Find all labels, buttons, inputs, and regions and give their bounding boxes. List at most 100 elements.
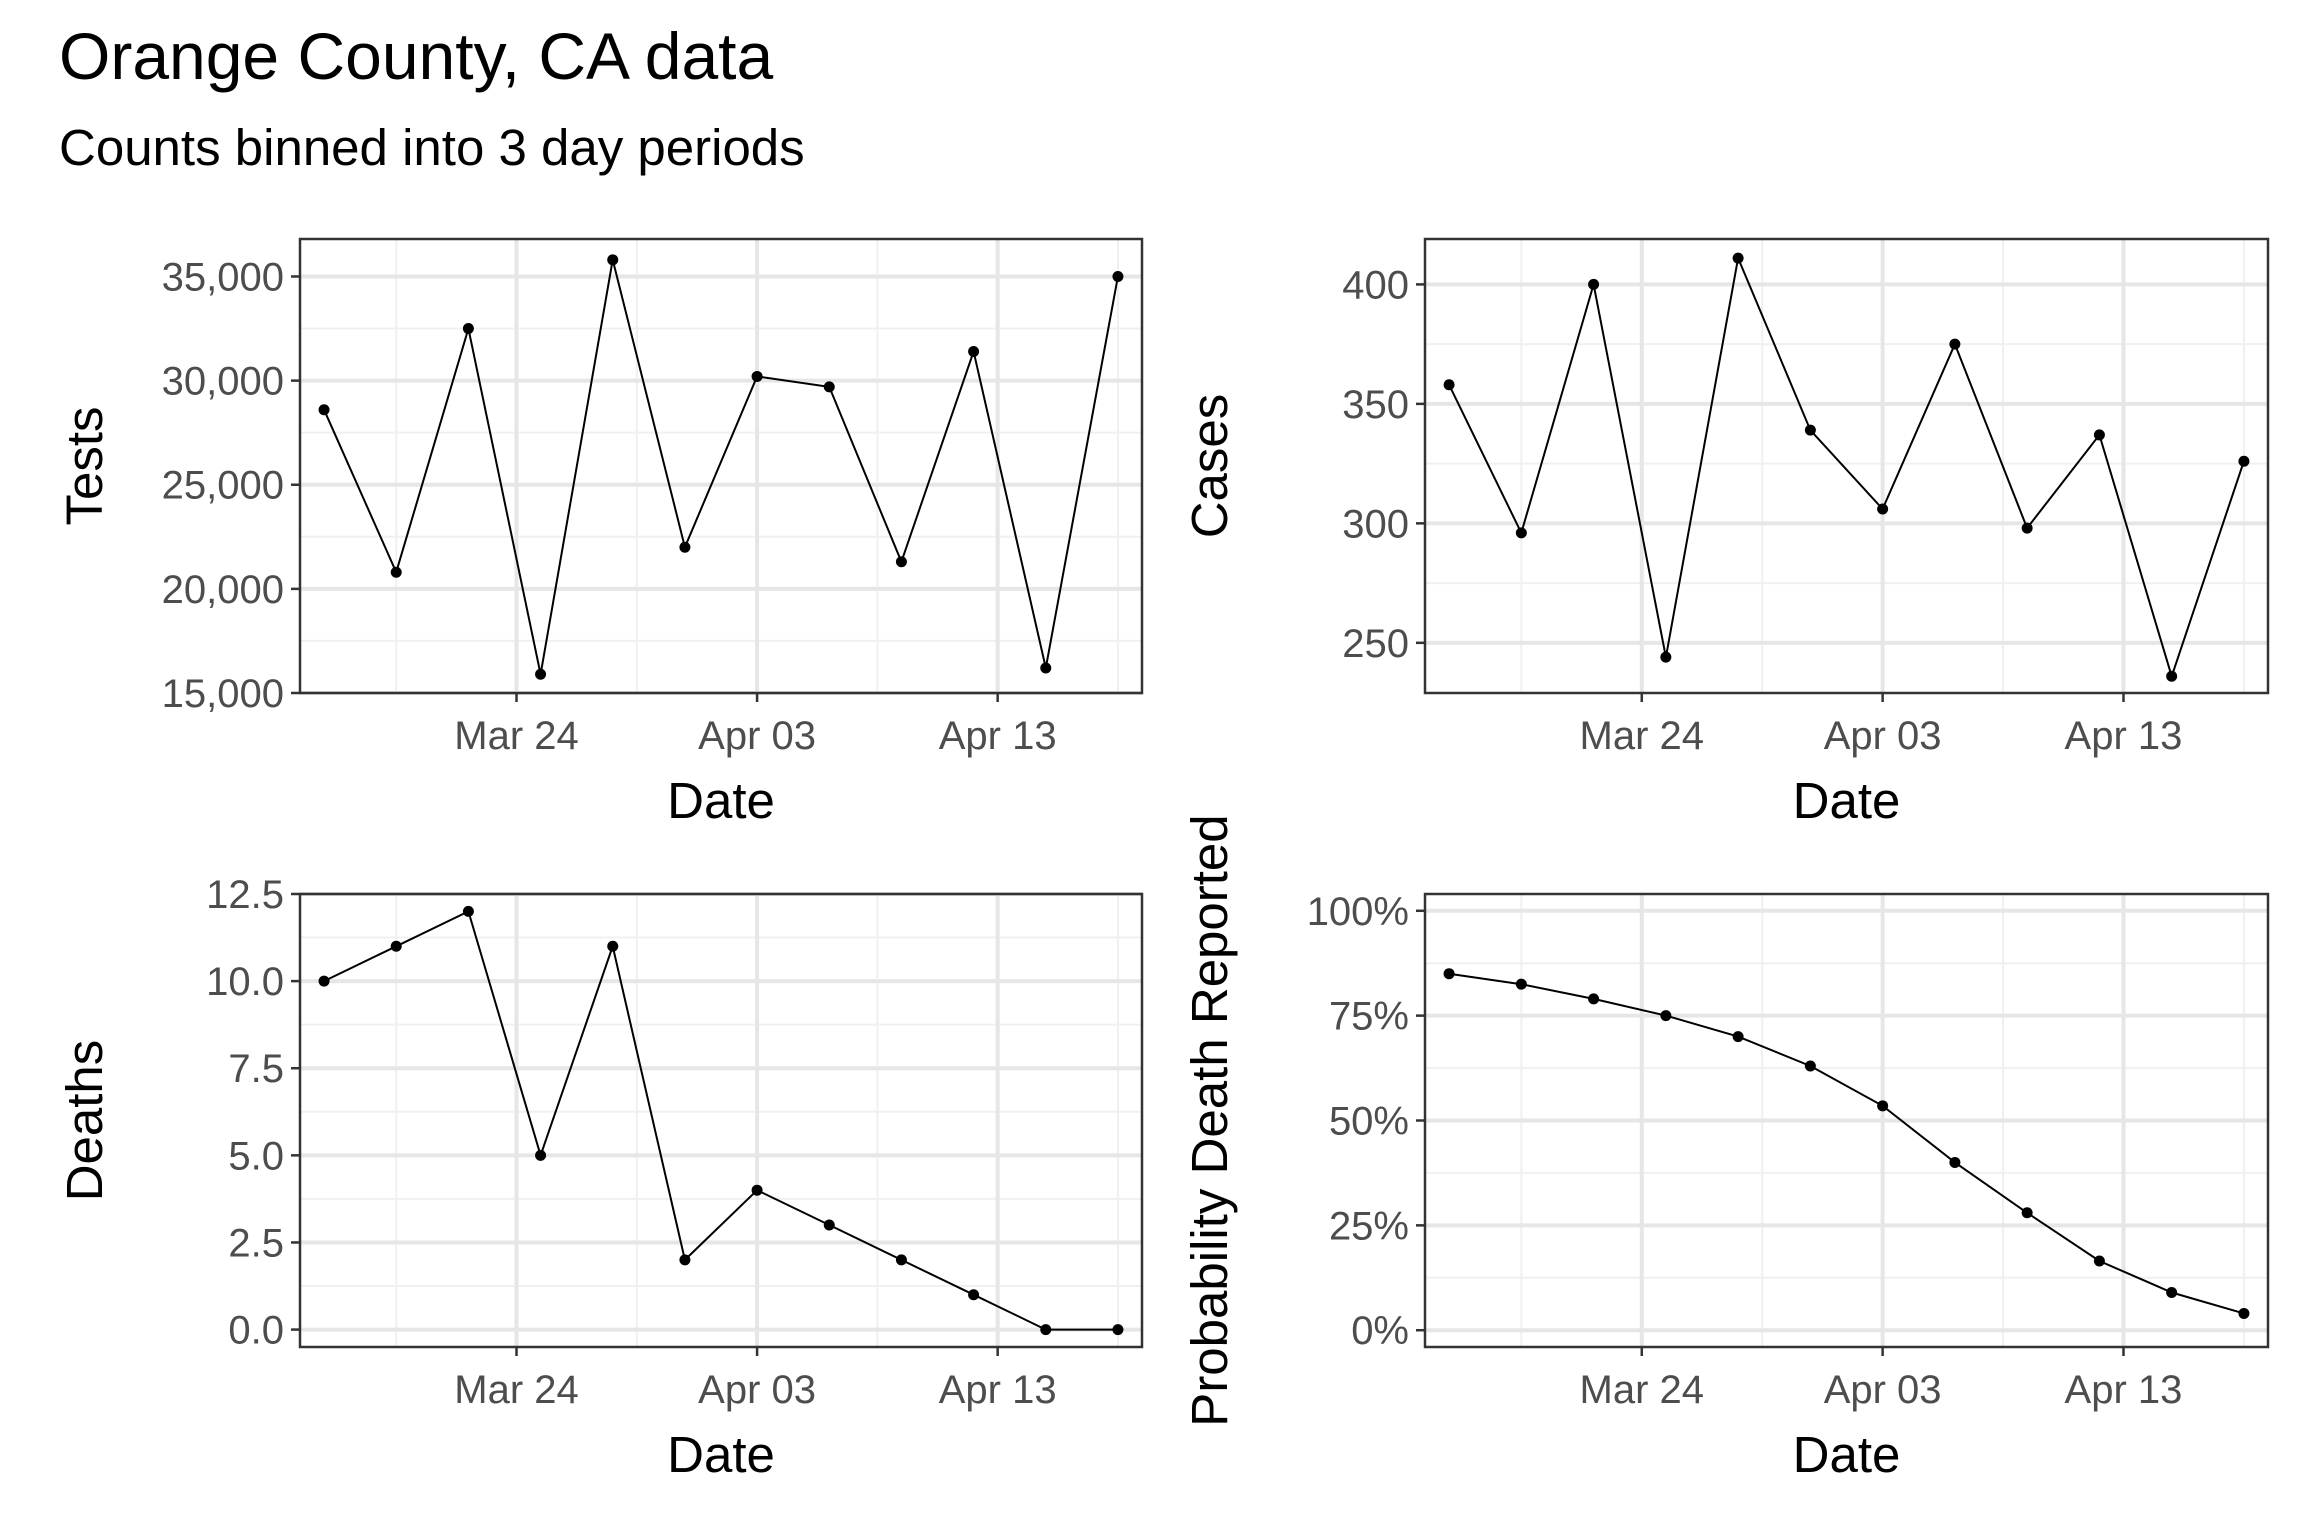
data-point	[462, 323, 474, 335]
data-point	[2166, 1286, 2178, 1298]
y-tick-label: 5.0	[228, 1134, 284, 1178]
x-axis-title: Date	[1793, 1426, 1901, 1483]
data-point	[1877, 1100, 1889, 1112]
data-point	[1588, 993, 1600, 1005]
panel-border	[298, 892, 1144, 1349]
data-point	[1112, 1324, 1124, 1336]
y-tick-label: 7.5	[228, 1047, 284, 1091]
chart-panel-3: Mar 24 Apr 03 Apr 13 0.0 2.5 5.0 7.5 10.0 12.5 Da…	[56, 873, 1144, 1483]
chart-subtitle: Counts binned into 3 day periods	[59, 119, 805, 176]
chart-title: Orange County, CA data	[59, 19, 774, 93]
data-point	[1040, 1324, 1052, 1336]
data-point	[1949, 1156, 1961, 1168]
data-point	[1443, 379, 1455, 391]
data-point	[462, 905, 474, 917]
x-tick-label: Mar 24	[1580, 1368, 1705, 1412]
data-point	[1588, 278, 1600, 290]
data-point	[1515, 527, 1527, 539]
panel-border	[298, 237, 1144, 695]
panel-border	[1423, 237, 2270, 695]
y-tick-label: 35,000	[162, 255, 284, 299]
x-tick-label: Apr 13	[2065, 1368, 2183, 1412]
series-line	[323, 909, 1118, 1331]
data-point	[2238, 455, 2250, 467]
data-point	[2021, 1207, 2033, 1219]
data-point	[1732, 1031, 1744, 1043]
x-tick-label: Apr 03	[698, 714, 816, 758]
data-point	[968, 1289, 980, 1301]
data-point	[535, 1149, 547, 1161]
series-line	[323, 259, 1119, 675]
y-tick-label: 400	[1342, 263, 1409, 307]
y-tick-label: 350	[1342, 383, 1409, 427]
data-point	[535, 668, 547, 680]
y-tick-label: 0%	[1351, 1309, 1409, 1353]
x-tick-label: Apr 03	[698, 1368, 816, 1412]
data-point	[679, 541, 691, 553]
data-point	[679, 1254, 691, 1266]
y-tick-label: 20,000	[162, 568, 284, 612]
data-point	[390, 566, 402, 578]
data-point	[1443, 968, 1455, 980]
x-axis-title: Date	[667, 772, 775, 829]
y-tick-label: 10.0	[206, 960, 284, 1004]
data-point	[2093, 429, 2105, 441]
x-tick-label: Apr 03	[1824, 1368, 1942, 1412]
series-line	[1448, 254, 2245, 680]
x-axis-title: Date	[667, 1426, 775, 1483]
data-point	[968, 345, 980, 357]
data-point	[390, 940, 402, 952]
data-point	[1515, 978, 1527, 990]
data-point	[751, 370, 763, 382]
chart-panel-1: Mar 24 Apr 03 Apr 13 15,000 20,000 25,000 30,0…	[56, 237, 1144, 829]
y-axis-title: Deaths	[56, 1040, 113, 1202]
x-axis-title: Date	[1793, 772, 1901, 829]
data-point	[895, 556, 907, 568]
series-line	[1448, 972, 2245, 1315]
x-tick-label: Apr 13	[939, 1368, 1057, 1412]
y-tick-label: 300	[1342, 502, 1409, 546]
y-tick-label: 250	[1342, 622, 1409, 666]
data-point	[1732, 252, 1744, 264]
y-tick-label: 15,000	[162, 672, 284, 716]
y-tick-label: 100%	[1307, 890, 1409, 934]
y-tick-label: 25%	[1329, 1204, 1409, 1248]
data-point	[1112, 270, 1124, 282]
data-point	[823, 381, 835, 393]
y-tick-label: 2.5	[228, 1221, 284, 1265]
x-tick-label: Apr 13	[939, 714, 1057, 758]
x-tick-label: Mar 24	[1580, 714, 1705, 758]
y-tick-label: 30,000	[162, 360, 284, 404]
data-point	[2166, 670, 2178, 682]
data-point	[1877, 503, 1889, 515]
data-point	[1804, 1060, 1816, 1072]
data-point	[2093, 1255, 2105, 1267]
x-tick-label: Mar 24	[454, 714, 579, 758]
x-tick-label: Apr 13	[2065, 714, 2183, 758]
data-point	[2238, 1307, 2250, 1319]
data-point	[2021, 522, 2033, 534]
y-axis-title: Probability Death Reported	[1181, 814, 1238, 1426]
y-axis-title: Tests	[56, 406, 113, 525]
y-tick-label: 0.0	[228, 1309, 284, 1353]
y-tick-label: 12.5	[206, 873, 284, 917]
data-point	[318, 975, 330, 987]
data-point	[607, 254, 619, 266]
y-axis-title: Cases	[1181, 394, 1238, 539]
y-tick-label: 75%	[1329, 995, 1409, 1039]
data-point	[1040, 662, 1052, 674]
chart-panel-4: Mar 24 Apr 03 Apr 13 0% 25% 50% 75% 100% Date Pro…	[1181, 814, 2270, 1483]
y-tick-label: 50%	[1329, 1100, 1409, 1144]
data-point	[1949, 338, 1961, 350]
data-point	[1804, 424, 1816, 436]
data-point	[318, 404, 330, 416]
x-tick-label: Mar 24	[454, 1368, 579, 1412]
data-point	[823, 1219, 835, 1231]
data-point	[1660, 651, 1672, 663]
data-point	[607, 940, 619, 952]
data-point	[751, 1184, 763, 1196]
chart-panel-2: Mar 24 Apr 03 Apr 13 250 300 350 400 Date Cases	[1181, 237, 2270, 829]
y-tick-label: 25,000	[162, 464, 284, 508]
data-point	[1660, 1010, 1672, 1022]
